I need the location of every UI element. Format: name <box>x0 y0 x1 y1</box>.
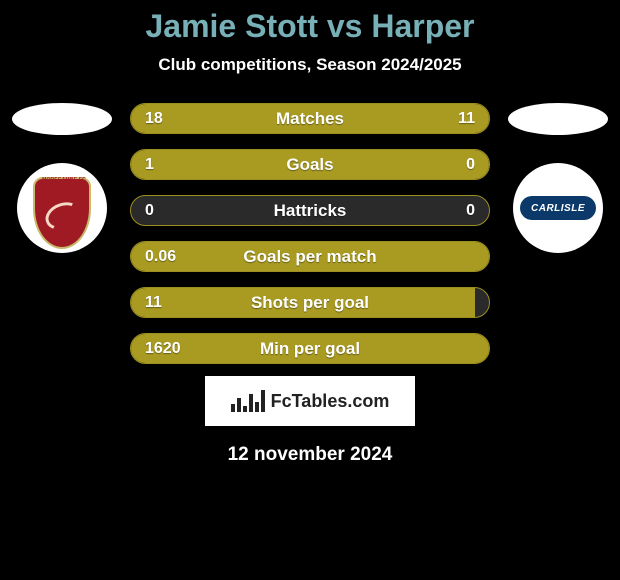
stat-right-value: 11 <box>458 104 475 133</box>
left-club-text: MORECAMBE FC <box>32 177 96 183</box>
stat-label: Shots per goal <box>131 288 489 317</box>
page-title: Jamie Stott vs Harper <box>0 8 620 45</box>
stat-bar: 0Hattricks0 <box>130 195 490 226</box>
logo-bar-segment <box>231 404 235 412</box>
stat-label: Matches <box>131 104 489 133</box>
left-player-col: MORECAMBE FC <box>12 103 112 253</box>
stat-label: Min per goal <box>131 334 489 363</box>
subtitle: Club competitions, Season 2024/2025 <box>0 55 620 75</box>
logo-bar-segment <box>243 406 247 412</box>
stat-label: Hattricks <box>131 196 489 225</box>
content-row: MORECAMBE FC 18Matches111Goals00Hattrick… <box>0 103 620 364</box>
stat-bar: 0.06Goals per match <box>130 241 490 272</box>
shrimp-icon <box>45 201 79 225</box>
carlisle-pill-icon: CARLISLE <box>520 196 596 220</box>
logo-bar-segment <box>249 394 253 412</box>
stat-label: Goals per match <box>131 242 489 271</box>
stat-right-value: 0 <box>466 150 475 179</box>
stat-bar: 18Matches11 <box>130 103 490 134</box>
logo-bars-icon <box>231 390 265 412</box>
infographic-container: Jamie Stott vs Harper Club competitions,… <box>0 0 620 580</box>
stat-right-value: 0 <box>466 196 475 225</box>
right-player-ellipse <box>508 103 608 135</box>
stat-label: Goals <box>131 150 489 179</box>
logo-bar-segment <box>255 402 259 412</box>
left-player-ellipse <box>12 103 112 135</box>
stat-bar: 1620Min per goal <box>130 333 490 364</box>
right-club-crest: CARLISLE <box>513 163 603 253</box>
logo-bar-segment <box>261 390 265 412</box>
right-player-col: CARLISLE <box>508 103 608 253</box>
stats-bars: 18Matches111Goals00Hattricks00.06Goals p… <box>130 103 490 364</box>
logo-text: FcTables.com <box>271 391 390 412</box>
date-text: 12 november 2024 <box>0 444 620 466</box>
morecambe-shield-icon: MORECAMBE FC <box>33 177 91 249</box>
logo-bar-segment <box>237 398 241 412</box>
stat-bar: 1Goals0 <box>130 149 490 180</box>
fctables-logo: FcTables.com <box>205 376 415 426</box>
left-club-crest: MORECAMBE FC <box>17 163 107 253</box>
stat-bar: 11Shots per goal <box>130 287 490 318</box>
